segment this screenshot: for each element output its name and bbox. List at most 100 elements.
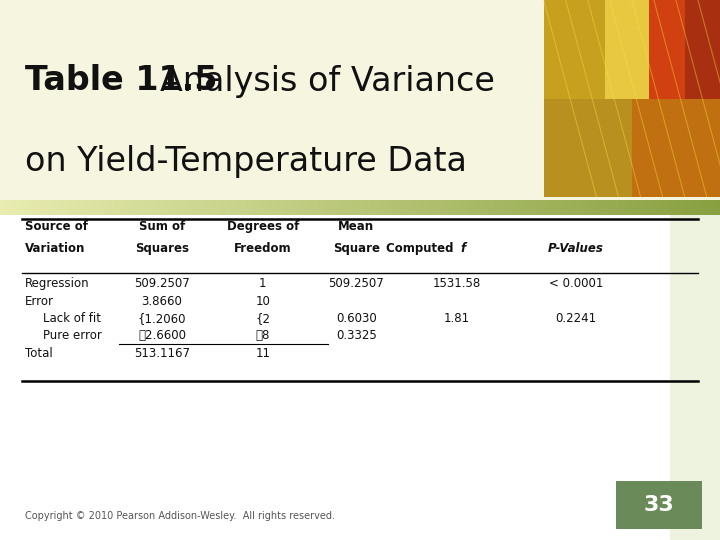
Bar bbox=[130, 200, 133, 215]
Text: {2: {2 bbox=[256, 312, 270, 325]
Bar bbox=[356, 200, 360, 215]
Bar bbox=[119, 200, 122, 215]
Bar bbox=[295, 200, 299, 215]
Bar bbox=[626, 200, 630, 215]
Bar bbox=[482, 200, 486, 215]
Bar bbox=[652, 200, 655, 215]
Bar bbox=[277, 200, 281, 215]
Text: < 0.0001: < 0.0001 bbox=[549, 278, 603, 291]
Bar bbox=[360, 200, 364, 215]
Text: Variation: Variation bbox=[25, 242, 86, 255]
Bar bbox=[632, 98, 720, 197]
Bar bbox=[342, 200, 346, 215]
Bar bbox=[184, 200, 187, 215]
Text: Freedom: Freedom bbox=[234, 242, 292, 255]
Bar bbox=[126, 200, 130, 215]
Bar bbox=[245, 200, 248, 215]
Text: 0.6030: 0.6030 bbox=[336, 312, 377, 325]
Bar bbox=[670, 200, 673, 215]
Bar bbox=[425, 200, 428, 215]
Bar bbox=[612, 200, 616, 215]
Bar bbox=[148, 200, 151, 215]
Bar bbox=[58, 200, 61, 215]
Text: Table 11.5: Table 11.5 bbox=[25, 64, 217, 98]
Bar bbox=[0, 0, 720, 200]
Bar bbox=[122, 200, 126, 215]
Bar bbox=[4, 200, 7, 215]
Bar bbox=[263, 200, 266, 215]
Bar bbox=[709, 200, 713, 215]
Bar bbox=[180, 200, 184, 215]
Bar bbox=[511, 200, 515, 215]
Bar bbox=[490, 200, 493, 215]
Bar bbox=[140, 200, 144, 215]
Bar bbox=[407, 200, 410, 215]
Bar bbox=[662, 200, 666, 215]
Bar bbox=[346, 200, 349, 215]
Bar bbox=[36, 200, 40, 215]
Bar bbox=[601, 200, 605, 215]
Bar bbox=[284, 200, 288, 215]
Bar bbox=[72, 200, 76, 215]
Bar bbox=[292, 200, 295, 215]
Text: ⌔8: ⌔8 bbox=[256, 329, 270, 342]
Bar bbox=[623, 200, 626, 215]
Bar bbox=[389, 200, 392, 215]
Bar bbox=[515, 200, 518, 215]
Bar bbox=[677, 200, 680, 215]
Text: 513.1167: 513.1167 bbox=[134, 347, 190, 360]
Text: 0.2241: 0.2241 bbox=[555, 312, 597, 325]
Bar bbox=[630, 200, 634, 215]
Bar bbox=[176, 200, 180, 215]
Text: Error: Error bbox=[25, 295, 54, 308]
Bar bbox=[400, 200, 403, 215]
Bar bbox=[94, 200, 97, 215]
Bar bbox=[475, 200, 479, 215]
Text: Source of: Source of bbox=[25, 220, 89, 233]
Bar bbox=[673, 200, 677, 215]
Bar bbox=[173, 200, 176, 215]
Bar bbox=[61, 200, 65, 215]
Bar bbox=[716, 200, 720, 215]
Bar bbox=[684, 200, 688, 215]
Text: Square: Square bbox=[333, 242, 380, 255]
Bar bbox=[248, 200, 252, 215]
Bar bbox=[328, 200, 331, 215]
Bar bbox=[133, 200, 137, 215]
Bar bbox=[43, 200, 47, 215]
Bar bbox=[310, 200, 313, 215]
Bar bbox=[436, 200, 439, 215]
Bar bbox=[670, 200, 720, 540]
Bar bbox=[450, 200, 454, 215]
Text: 1: 1 bbox=[259, 278, 266, 291]
Bar bbox=[702, 200, 706, 215]
Bar bbox=[479, 200, 482, 215]
Bar bbox=[396, 200, 400, 215]
Bar bbox=[364, 200, 367, 215]
Bar bbox=[349, 200, 353, 215]
Bar bbox=[216, 200, 220, 215]
Text: 11: 11 bbox=[256, 347, 270, 360]
Bar bbox=[371, 200, 374, 215]
Bar bbox=[331, 200, 335, 215]
Text: P-Values: P-Values bbox=[548, 242, 604, 255]
Text: Regression: Regression bbox=[25, 278, 90, 291]
Bar bbox=[259, 200, 263, 215]
Bar bbox=[338, 200, 342, 215]
Bar bbox=[281, 200, 284, 215]
Bar bbox=[7, 200, 11, 215]
Bar bbox=[83, 200, 86, 215]
Bar bbox=[533, 200, 536, 215]
Bar bbox=[706, 200, 709, 215]
Bar bbox=[11, 200, 14, 215]
Bar bbox=[191, 200, 194, 215]
Bar bbox=[526, 200, 529, 215]
Text: 10: 10 bbox=[256, 295, 270, 308]
Bar bbox=[605, 200, 608, 215]
Text: 0.3325: 0.3325 bbox=[336, 329, 377, 342]
Bar bbox=[446, 200, 450, 215]
Bar bbox=[695, 200, 698, 215]
Bar bbox=[587, 200, 590, 215]
Bar bbox=[320, 200, 324, 215]
Text: 509.2507: 509.2507 bbox=[328, 278, 384, 291]
